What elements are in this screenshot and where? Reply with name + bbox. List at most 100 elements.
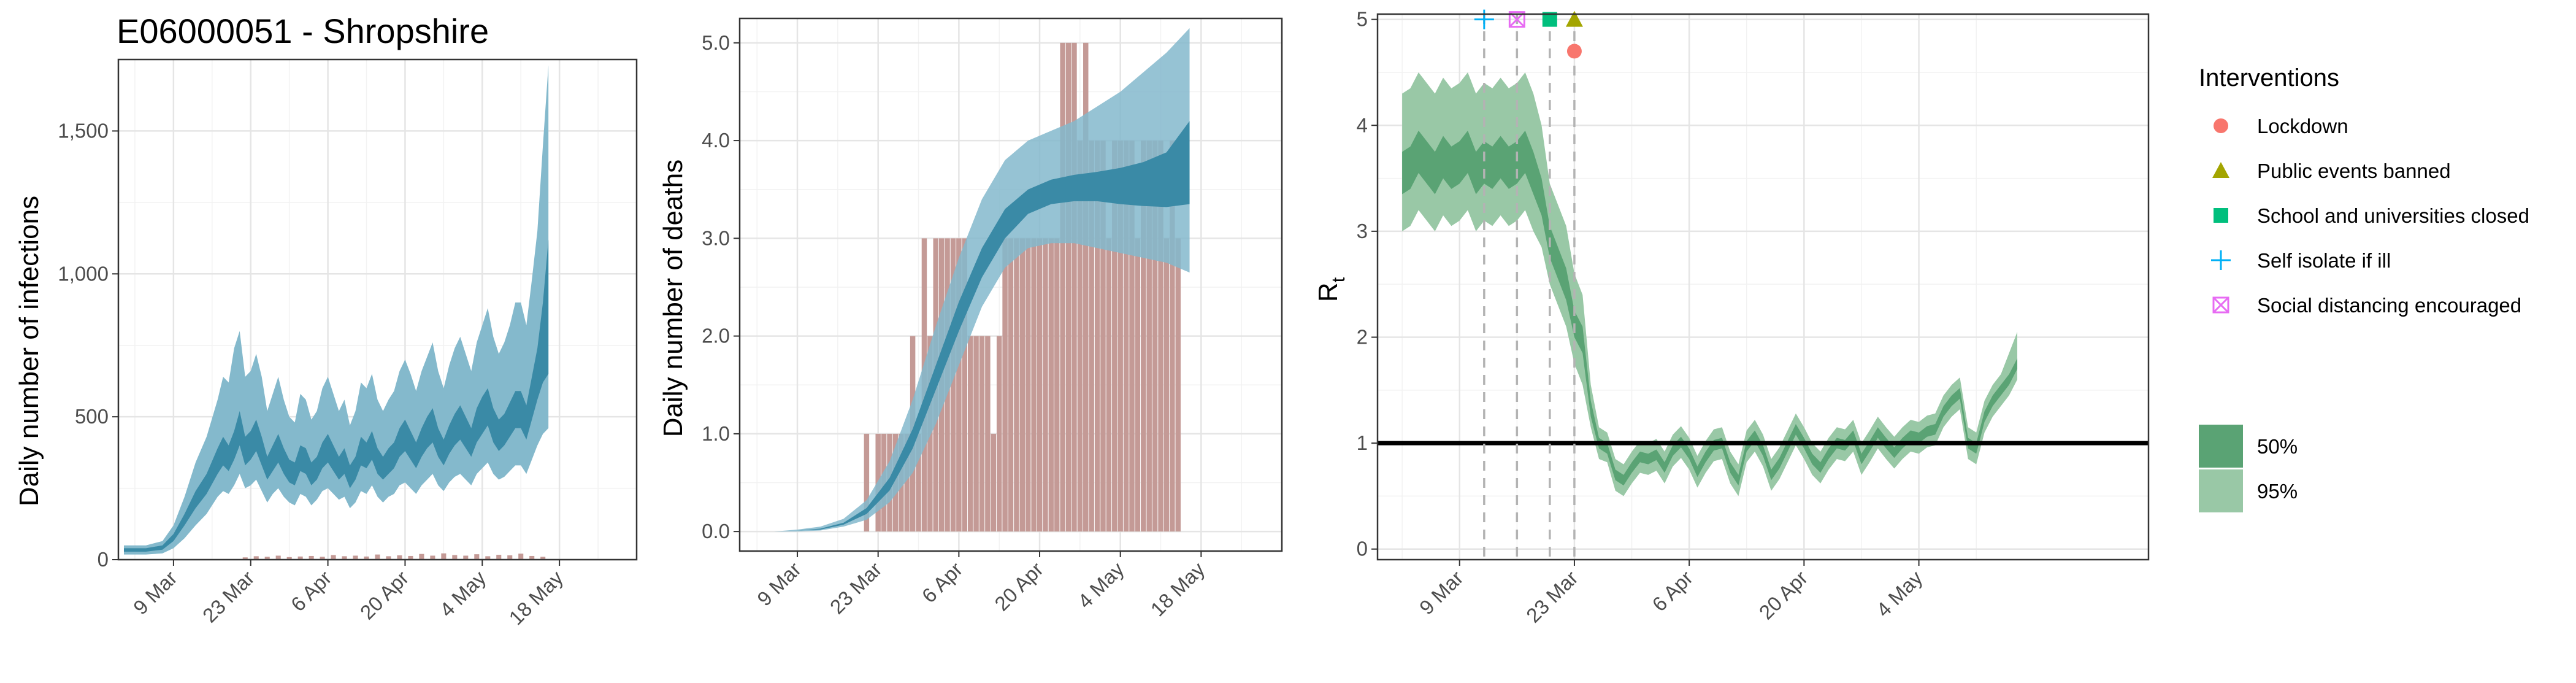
deaths-observed-bar: [1008, 238, 1014, 532]
deaths-observed-bar: [1123, 141, 1129, 532]
infections-observed-bar: [419, 554, 424, 560]
rt-panel-border: [1376, 13, 2150, 561]
deaths-observed-bar: [962, 238, 967, 532]
deaths-y-tick-label: 2.0: [702, 325, 730, 347]
infections-observed-bar: [386, 556, 391, 560]
infections-y-tick-label: 1,000: [58, 262, 109, 285]
legend-title: Interventions: [2199, 64, 2339, 91]
legend-label: 95%: [2257, 480, 2298, 503]
infections-x-tick-label: 4 May: [435, 566, 491, 621]
infections-observed-bar: [364, 556, 369, 560]
infections-observed-bar: [496, 555, 502, 560]
deaths-y-tick-label: 1.0: [702, 422, 730, 445]
deaths-observed-bar: [1141, 141, 1146, 532]
rt-y-tick-label: 2: [1357, 325, 1368, 348]
rt-x-tick-label: 23 Mar: [1522, 566, 1582, 627]
infections-observed-bar: [242, 557, 248, 560]
deaths-band-50: [751, 121, 1190, 532]
infections-x-tick-label: 6 Apr: [286, 566, 336, 616]
infections-panel: Daily number of infections 0 500 1,000 1,50…: [14, 58, 638, 629]
deaths-observed-bar: [1060, 42, 1065, 532]
rt-panel: Rt 0 1 2 3 4 5 9 Mar 23 Mar 6 Apr 20 Apr 4 May: [1313, 8, 2150, 627]
rt-x-tick-label: 4 May: [1872, 566, 1927, 621]
infections-x-tick-label: 9 Mar: [129, 566, 182, 619]
infections-observed-bar: [529, 555, 535, 560]
deaths-observed-bar: [1163, 238, 1170, 532]
legend-key-band: [2199, 469, 2243, 512]
infections-observed-bar: [264, 557, 270, 560]
figure-title: E06000051 - Shropshire: [117, 12, 489, 50]
infections-x-tick-label: 23 Mar: [198, 566, 259, 627]
legend-key-boxcross: [2212, 296, 2229, 314]
rt-band-50: [1402, 130, 2018, 486]
legend-key-triangle: [2212, 162, 2229, 178]
deaths-observed-bar: [1031, 238, 1037, 532]
deaths-x-tick-label: 18 May: [1146, 557, 1209, 620]
infections-observed-bar: [452, 555, 458, 560]
infections-observed-bar: [375, 554, 380, 560]
legend-label: Lockdown: [2257, 115, 2348, 137]
deaths-observed-bar: [1071, 42, 1077, 532]
legend-key-square: [2214, 208, 2228, 223]
rt-y-tick-label: 3: [1357, 220, 1368, 242]
deaths-y-tick-label: 5.0: [702, 31, 730, 54]
deaths-x-tick-label: 23 Mar: [826, 558, 886, 619]
infections-observed-bar: [297, 556, 303, 560]
deaths-observed-bar: [864, 433, 870, 532]
legend-key-boxcross-box: [2212, 296, 2229, 314]
deaths-observed-bar: [1094, 141, 1100, 532]
rt-intervention-marker-box: [1508, 11, 1525, 28]
deaths-observed-bar: [916, 433, 921, 532]
deaths-observed-bar: [1002, 238, 1008, 532]
deaths-y-tick-label: 3.0: [702, 226, 730, 249]
svg-text:Rt: Rt: [1313, 277, 1349, 302]
deaths-observed-bar: [1129, 141, 1135, 532]
infections-y-tick-label: 0: [98, 548, 109, 571]
infections-observed-bar: [342, 556, 347, 560]
infections-observed-bar: [353, 555, 358, 560]
infections-observed-bar: [485, 556, 491, 560]
deaths-observed-bar: [1089, 141, 1094, 532]
infections-observed-bar: [309, 555, 314, 560]
deaths-observed-bar: [1100, 141, 1106, 532]
legend-label: Self isolate if ill: [2257, 249, 2391, 272]
rt-x-tick-label: 20 Apr: [1755, 566, 1812, 624]
deaths-x-tick-label: 4 May: [1073, 557, 1129, 612]
infections-x-tick-label: 18 May: [504, 566, 567, 629]
rt-intervention-marker: [1542, 12, 1557, 27]
infections-observed-bar: [430, 555, 435, 560]
deaths-panel: Daily number of deaths 0.0 1.0 2.0 3.0 4.0 5.…: [658, 17, 1283, 620]
deaths-observed-bar: [1065, 42, 1071, 532]
rt-intervention-marker: [1474, 9, 1494, 29]
rt-intervention-marker: [1566, 44, 1582, 59]
deaths-observed-bar: [1077, 141, 1083, 532]
deaths-observed-bar: [1083, 42, 1089, 532]
rt-band-95: [1402, 72, 2018, 496]
deaths-x-tick-label: 6 Apr: [918, 558, 967, 608]
deaths-observed-bar: [1037, 238, 1043, 532]
deaths-y-axis-title: Daily number of deaths: [658, 160, 688, 437]
deaths-observed-bar: [1054, 238, 1060, 532]
deaths-observed-bar: [1014, 238, 1019, 532]
infections-observed-bar: [320, 557, 325, 560]
infections-observed-bar: [408, 555, 413, 560]
deaths-observed-bar: [1019, 238, 1025, 532]
deaths-observed-bar: [1175, 238, 1181, 532]
deaths-observed-bar: [996, 336, 1002, 532]
rt-x-tick-label: 6 Apr: [1647, 566, 1697, 616]
infections-observed-bar: [253, 556, 259, 560]
deaths-observed-bar: [1043, 238, 1048, 532]
legend-key-circle: [2214, 118, 2228, 133]
deaths-y-tick-label: 4.0: [702, 129, 730, 152]
rt-y-tick-label: 0: [1357, 538, 1368, 560]
deaths-observed-bar: [1135, 238, 1141, 532]
infections-x-tick-label: 20 Apr: [356, 566, 413, 624]
infections-observed-bar: [518, 554, 524, 560]
deaths-y-tick-label: 0.0: [702, 520, 730, 542]
rt-intervention-marker: [1565, 10, 1583, 27]
deaths-observed-bar: [950, 238, 956, 532]
deaths-observed-bar: [956, 238, 962, 532]
rt-x-tick-label: 9 Mar: [1415, 566, 1468, 619]
infections-observed-bar: [474, 554, 480, 560]
